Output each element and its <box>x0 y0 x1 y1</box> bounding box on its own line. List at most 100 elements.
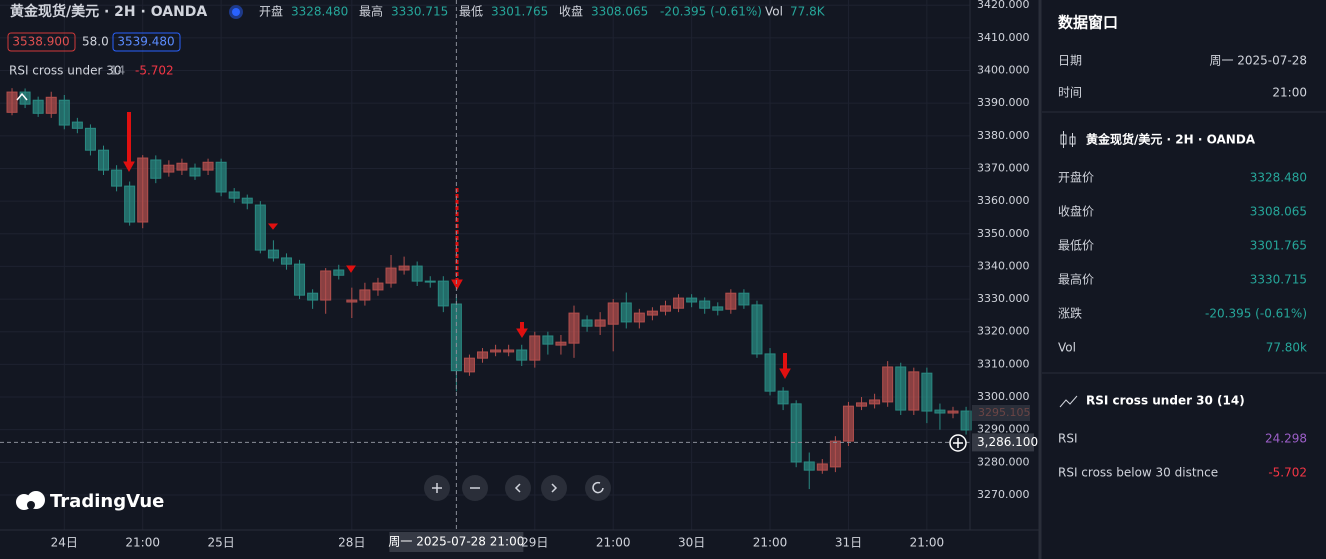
candle-icon <box>1060 131 1076 148</box>
last-price-box <box>972 404 1030 421</box>
label: 收盘价 <box>1058 204 1094 219</box>
candle-body <box>856 402 868 407</box>
value: 3328.480 <box>291 5 348 19</box>
label: 最高 <box>359 4 383 19</box>
indicator-icon <box>1059 395 1078 408</box>
panel-title: 数据窗口 <box>1058 14 1118 32</box>
label: RSI <box>1058 432 1078 446</box>
candle-body <box>477 351 489 359</box>
value: 3330.715 <box>391 5 448 19</box>
candle-body <box>424 280 436 283</box>
add-button[interactable] <box>949 434 967 452</box>
candle-body <box>686 297 698 303</box>
candle-body <box>437 280 449 307</box>
label: 开盘价 <box>1058 170 1094 185</box>
label: 涨跌 <box>1058 306 1082 321</box>
candle-body <box>163 164 175 173</box>
candle-body <box>908 371 920 411</box>
candle-body <box>215 161 227 193</box>
candle-body <box>150 159 162 179</box>
x-tick-label: 21:00 <box>596 536 631 550</box>
x-tick-label: 21:00 <box>125 536 160 550</box>
change: -20.395 (-0.61%) <box>660 5 762 19</box>
collapse-icon[interactable] <box>16 92 28 101</box>
nav-buttons[interactable] <box>424 475 611 501</box>
candle-body <box>921 372 933 412</box>
candle-body <box>529 335 541 361</box>
candle-body <box>463 357 475 373</box>
watermark: TradingVue <box>50 491 164 512</box>
candle-body <box>895 366 907 411</box>
candle-body <box>137 157 149 223</box>
x-tick-label: 29日 <box>521 536 548 550</box>
candle-body <box>659 305 671 312</box>
candle-body <box>176 162 188 171</box>
band-box <box>7 32 76 52</box>
label: 日期 <box>1058 54 1082 68</box>
candle-body <box>842 405 854 442</box>
candle-body <box>803 461 815 471</box>
value: 77.80k <box>1266 341 1307 355</box>
label: Vol <box>1058 341 1076 355</box>
candle-body <box>751 304 763 355</box>
band-mid: 58.0 <box>82 35 109 49</box>
candle-body <box>503 349 515 353</box>
x-tick-label: 28日 <box>338 536 365 550</box>
y-tick-label: 3380.000 <box>977 129 1030 142</box>
crosshair-price: 3,286.100 <box>977 435 1038 449</box>
candle-body <box>202 161 214 171</box>
last-price-label: 3295.105 <box>978 406 1031 419</box>
x-tick-label: 25日 <box>207 536 234 550</box>
value: 3308.065 <box>591 5 648 19</box>
y-tick-label: 3310.000 <box>977 357 1030 370</box>
candle-body <box>58 99 70 126</box>
candle-body <box>228 191 240 199</box>
candle-body <box>777 390 789 405</box>
y-tick-label: 3420.000 <box>977 0 1030 11</box>
value: 周一 2025-07-28 <box>1209 54 1307 68</box>
label: 收盘 <box>559 4 583 19</box>
value: 21:00 <box>1272 86 1307 100</box>
y-tick-label: 3280.000 <box>977 455 1030 468</box>
candle-body <box>294 263 306 296</box>
candle-body <box>98 149 110 171</box>
crosshair-time-box <box>389 532 524 552</box>
candle-body <box>764 353 776 392</box>
indicator-value: -5.702 <box>135 64 174 78</box>
candle-body <box>6 91 18 113</box>
indicator-name: RSI cross under 30 <box>9 64 121 78</box>
candle-body <box>542 335 554 345</box>
candle-body <box>280 257 292 265</box>
section-title: 黄金现货/美元 · 2H · OANDA <box>1086 132 1256 147</box>
candle-body <box>581 319 593 327</box>
y-tick-label: 3320.000 <box>977 325 1030 338</box>
y-tick-label: 3290.000 <box>977 423 1030 436</box>
data-window <box>1040 0 1326 559</box>
candle-body <box>947 410 959 414</box>
symbol: 黄金现货/美元 · 2H · OANDA <box>10 3 207 20</box>
candle-body <box>398 265 410 271</box>
candle-body <box>267 249 279 259</box>
candle-body <box>607 302 619 325</box>
candle-body <box>882 366 894 403</box>
y-tick-label: 3370.000 <box>977 161 1030 174</box>
y-tick-label: 3270.000 <box>977 488 1030 501</box>
status-dot-inner <box>232 8 240 16</box>
y-tick-label: 3360.000 <box>977 194 1030 207</box>
band-box <box>112 32 181 52</box>
value: 3328.480 <box>1250 171 1307 185</box>
band-lower: 3539.480 <box>117 35 174 49</box>
x-tick-label: 24日 <box>51 536 78 550</box>
candle-body <box>816 463 828 471</box>
indicator-period: 14 <box>110 64 125 78</box>
label: 最高价 <box>1058 272 1094 287</box>
x-tick-label: 21:00 <box>753 536 788 550</box>
candle-body <box>712 306 724 311</box>
logo <box>16 491 45 510</box>
candle-body <box>790 403 802 463</box>
value: 3330.715 <box>1250 273 1307 287</box>
section-title: RSI cross under 30 (14) <box>1086 394 1245 408</box>
candle-body <box>45 96 57 114</box>
y-tick-label: 3390.000 <box>977 96 1030 109</box>
